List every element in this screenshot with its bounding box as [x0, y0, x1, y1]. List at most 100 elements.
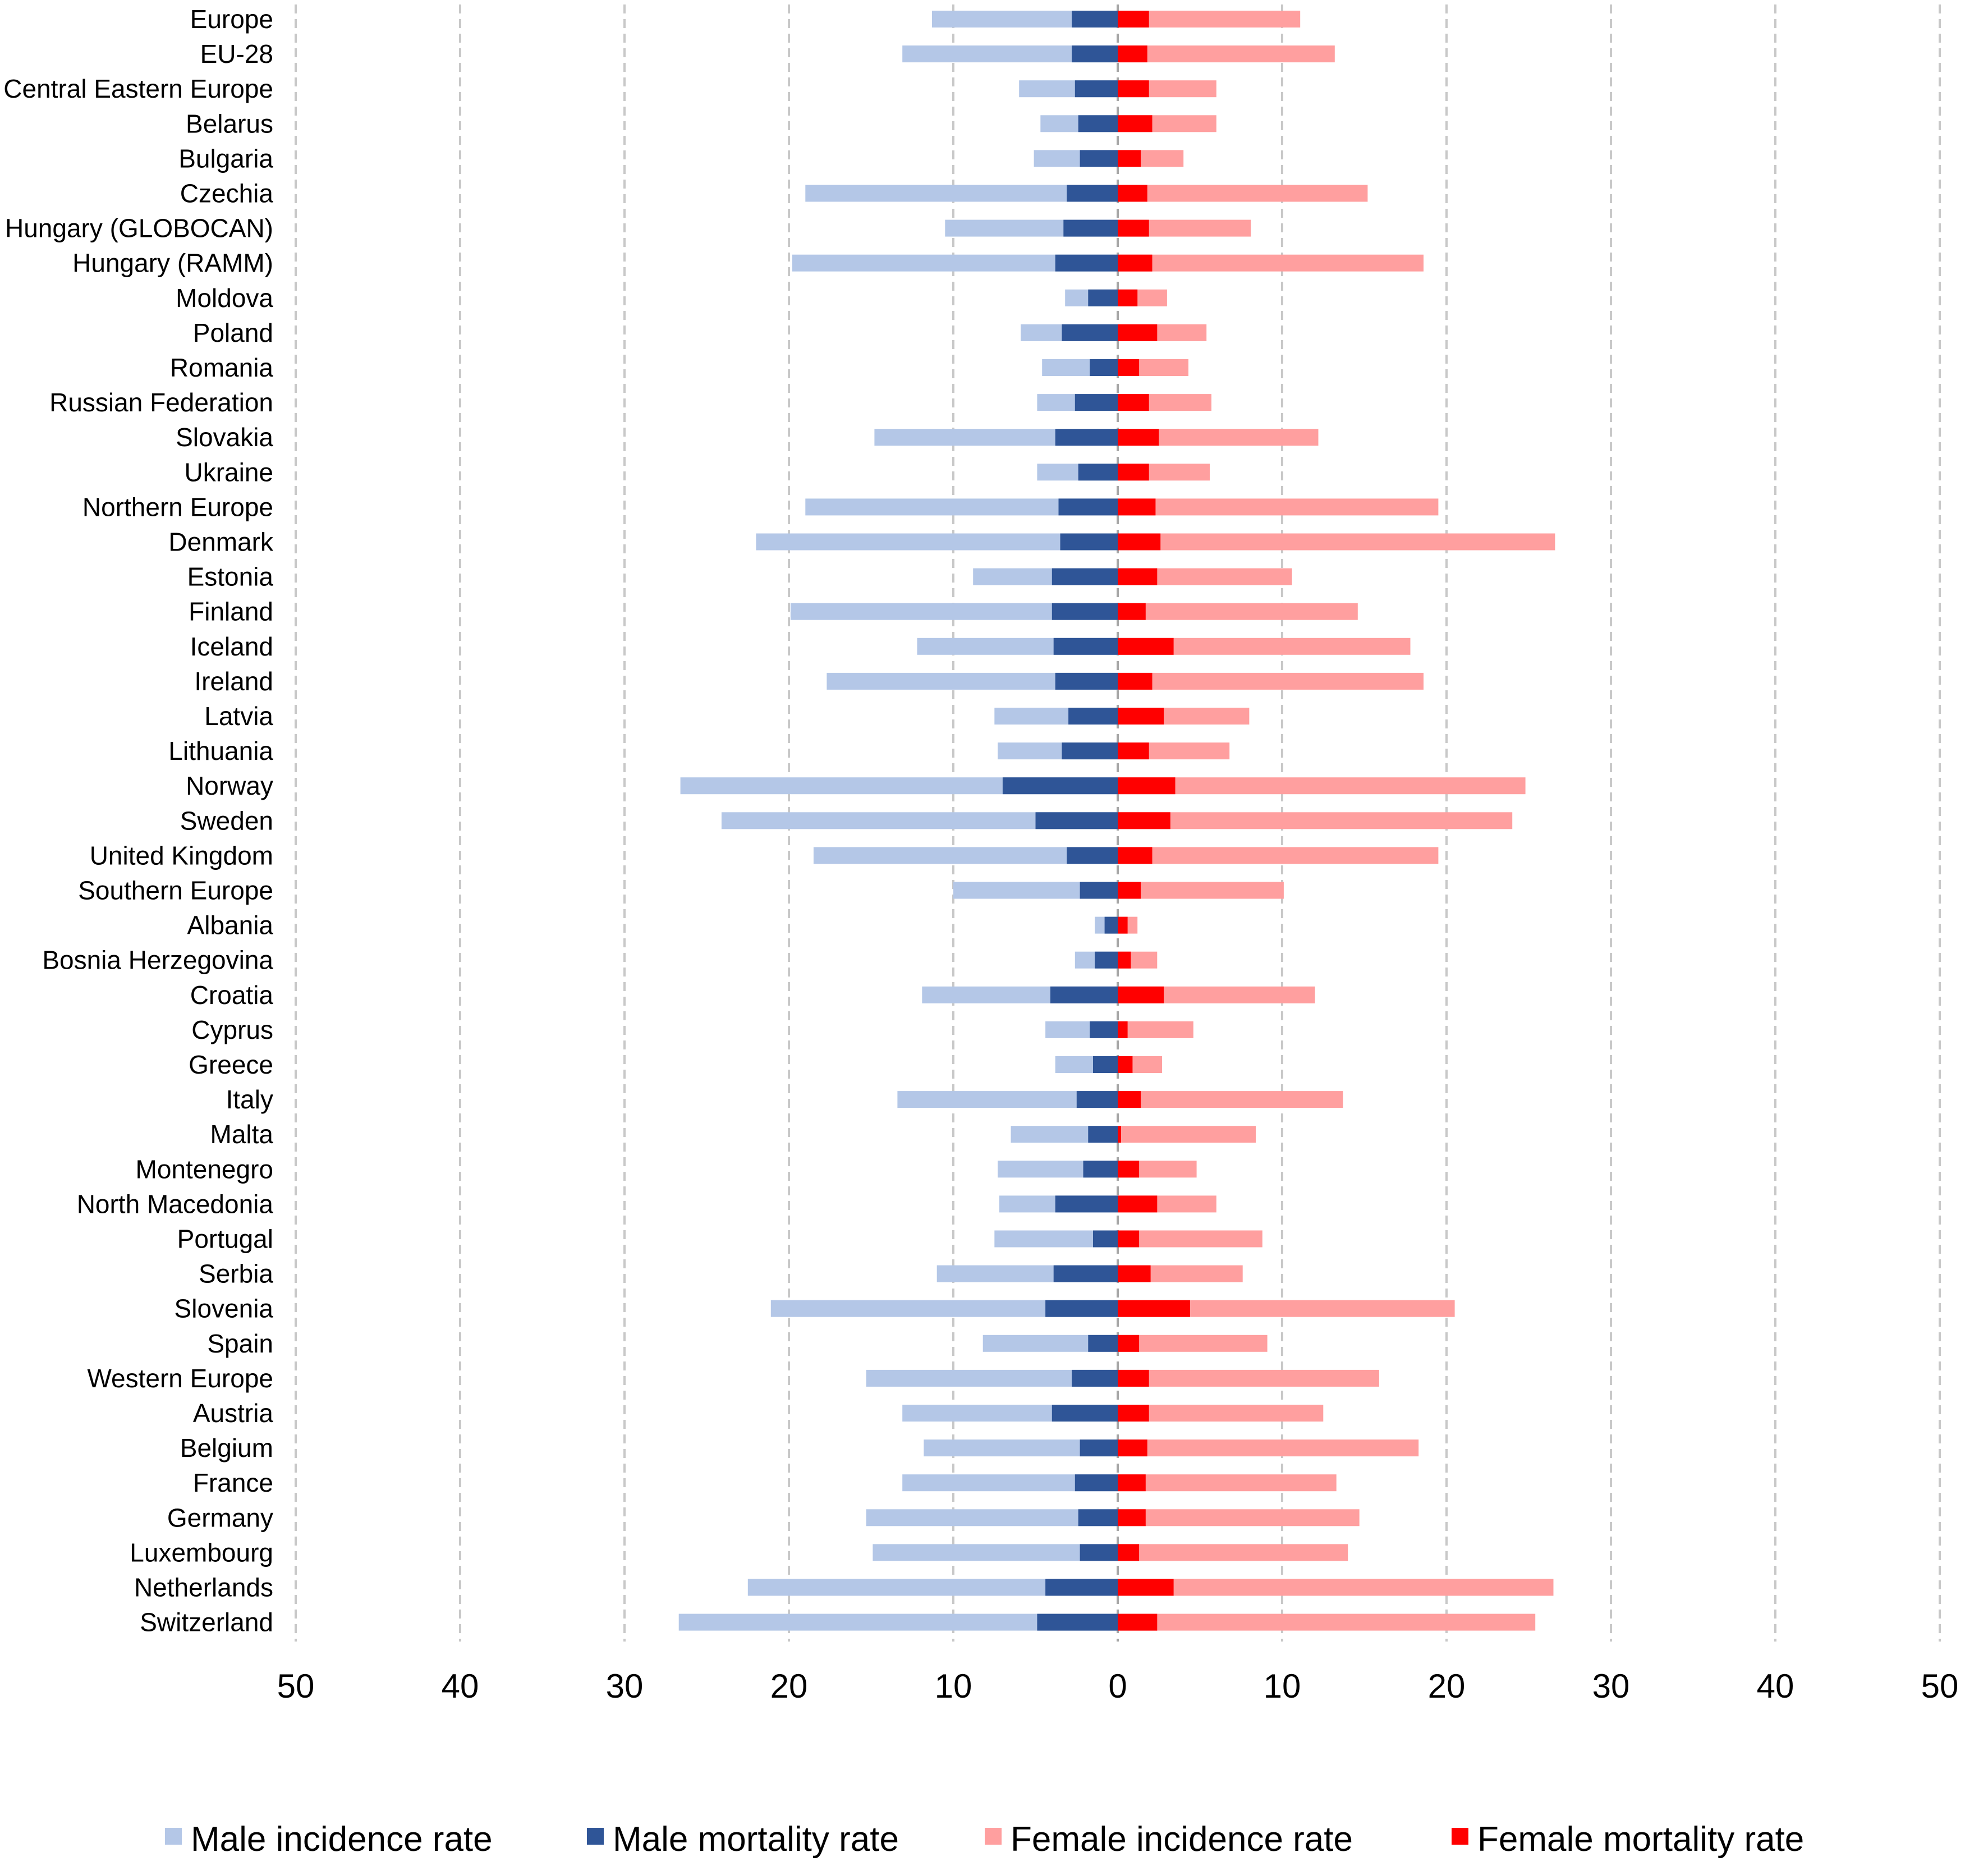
bar-female-mortality-czechia — [1118, 185, 1147, 202]
bar-female-mortality-switzerland — [1118, 1613, 1158, 1631]
category-label: Germany — [167, 1503, 273, 1532]
category-label: Western Europe — [87, 1364, 273, 1393]
bar-female-mortality-greece — [1118, 1056, 1133, 1073]
bar-male-mortality-ukraine — [1078, 464, 1118, 481]
category-label: United Kingdom — [90, 841, 273, 870]
category-label: Greece — [189, 1050, 273, 1079]
bar-female-mortality-lithuania — [1118, 742, 1149, 760]
bar-female-mortality-bulgaria — [1118, 150, 1141, 167]
category-labels: Europe EU-28 Central Eastern Europe Belarus… — [3, 4, 274, 1637]
x-axis-tick-labels: 50 40 30 20 10 0 10 20 30 40 50 — [277, 1667, 1959, 1705]
bar-male-mortality-lithuania — [1062, 742, 1118, 760]
bar-male-mortality-serbia — [1053, 1265, 1118, 1282]
bars — [678, 11, 1555, 1631]
bar-male-incidence-czechia — [805, 185, 1118, 202]
category-label: Luxembourg — [130, 1538, 273, 1567]
x-tick-label: 10 — [935, 1667, 972, 1705]
category-label: Romania — [170, 353, 274, 382]
category-label: Spain — [207, 1329, 273, 1358]
bar-male-incidence-germany — [866, 1509, 1118, 1526]
bar-male-mortality-france — [1075, 1474, 1118, 1492]
category-label: Norway — [186, 771, 273, 800]
category-label: Southern Europe — [78, 876, 273, 905]
bar-male-mortality-northern-europe — [1058, 498, 1118, 516]
bar-female-incidence-ireland — [1118, 672, 1424, 690]
category-label: Netherlands — [134, 1573, 273, 1602]
bar-female-incidence-portugal — [1118, 1230, 1262, 1248]
bar-female-mortality-france — [1118, 1474, 1146, 1492]
legend-swatch-male-mortality — [587, 1828, 604, 1845]
bar-male-mortality-eu-28 — [1072, 45, 1118, 63]
bar-female-mortality-denmark — [1118, 533, 1161, 551]
category-label: Central Eastern Europe — [3, 74, 273, 103]
category-label: Croatia — [190, 980, 274, 1010]
bar-female-mortality-finland — [1118, 603, 1146, 620]
bar-male-mortality-central-eastern-europe — [1075, 80, 1118, 98]
bar-female-mortality-moldova — [1118, 289, 1138, 306]
legend: Male incidence rate Male mortality rate Fe… — [165, 1820, 1804, 1859]
bar-male-mortality-bosnia-herzegovina — [1095, 951, 1118, 969]
legend-swatch-female-incidence — [985, 1828, 1002, 1845]
bar-female-incidence-luxembourg — [1118, 1544, 1348, 1561]
bar-female-mortality-belarus — [1118, 115, 1153, 132]
bar-male-mortality-ireland — [1055, 672, 1118, 690]
bar-female-mortality-sweden — [1118, 812, 1170, 829]
legend-label-male-incidence: Male incidence rate — [191, 1820, 493, 1859]
bar-female-mortality-portugal — [1118, 1230, 1140, 1248]
bar-male-mortality-slovenia — [1045, 1300, 1118, 1317]
bar-female-mortality-serbia — [1118, 1265, 1151, 1282]
category-label: Hungary (GLOBOCAN) — [5, 214, 273, 243]
bar-female-mortality-north-macedonia — [1118, 1195, 1158, 1213]
category-label: Sweden — [180, 806, 273, 835]
bar-male-mortality-germany — [1078, 1509, 1118, 1526]
bar-male-mortality-moldova — [1088, 289, 1118, 306]
bar-female-mortality-western-europe — [1118, 1369, 1149, 1387]
category-label: Poland — [193, 318, 273, 347]
bar-female-mortality-central-eastern-europe — [1118, 80, 1149, 98]
bar-female-mortality-ireland — [1118, 672, 1153, 690]
category-label: Montenegro — [136, 1154, 274, 1184]
category-label: Malta — [210, 1120, 274, 1149]
bar-female-incidence-italy — [1118, 1091, 1343, 1108]
bar-female-mortality-italy — [1118, 1091, 1141, 1108]
bar-male-mortality-greece — [1093, 1056, 1118, 1073]
bar-female-mortality-spain — [1118, 1335, 1140, 1352]
bar-female-mortality-slovakia — [1118, 429, 1159, 446]
bar-female-mortality-europe — [1118, 11, 1149, 27]
bar-female-incidence-norway — [1118, 777, 1526, 795]
bar-female-mortality-bosnia-herzegovina — [1118, 951, 1131, 969]
bar-female-incidence-germany — [1118, 1509, 1360, 1526]
category-label: Switzerland — [140, 1608, 273, 1637]
bar-male-mortality-croatia — [1050, 986, 1118, 1003]
category-label: Portugal — [177, 1225, 273, 1254]
category-label: EU-28 — [200, 39, 273, 68]
bar-female-incidence-united-kingdom — [1118, 847, 1439, 864]
category-label: Italy — [226, 1085, 273, 1114]
x-tick-label: 50 — [277, 1667, 315, 1705]
category-label: Slovenia — [175, 1294, 274, 1323]
bar-female-mortality-poland — [1118, 324, 1158, 341]
bar-male-mortality-netherlands — [1045, 1579, 1118, 1596]
category-label: Iceland — [190, 632, 273, 661]
bar-male-mortality-north-macedonia — [1055, 1195, 1118, 1213]
bar-female-mortality-cyprus — [1118, 1021, 1128, 1038]
bar-female-mortality-belgium — [1118, 1439, 1147, 1457]
bar-male-mortality-belgium — [1080, 1439, 1118, 1457]
bar-female-incidence-southern-europe — [1118, 882, 1284, 899]
bar-male-mortality-hungary-globocan — [1063, 219, 1118, 237]
bar-female-incidence-denmark — [1118, 533, 1555, 551]
bar-female-mortality-iceland — [1118, 638, 1174, 655]
bar-male-mortality-switzerland — [1037, 1613, 1118, 1631]
bar-male-mortality-slovakia — [1055, 429, 1118, 446]
category-label: Austria — [193, 1399, 274, 1428]
category-label: Cyprus — [191, 1015, 273, 1044]
bar-female-mortality-russian-federation — [1118, 394, 1149, 411]
bar-female-mortality-malta — [1118, 1126, 1121, 1143]
bar-female-incidence-sweden — [1118, 812, 1513, 829]
bar-female-mortality-hungary-ramm — [1118, 254, 1153, 272]
category-label: Ireland — [194, 667, 273, 696]
bar-female-mortality-croatia — [1118, 986, 1164, 1003]
bar-female-mortality-united-kingdom — [1118, 847, 1153, 864]
bar-female-mortality-northern-europe — [1118, 498, 1156, 516]
bar-male-mortality-sweden — [1035, 812, 1118, 829]
